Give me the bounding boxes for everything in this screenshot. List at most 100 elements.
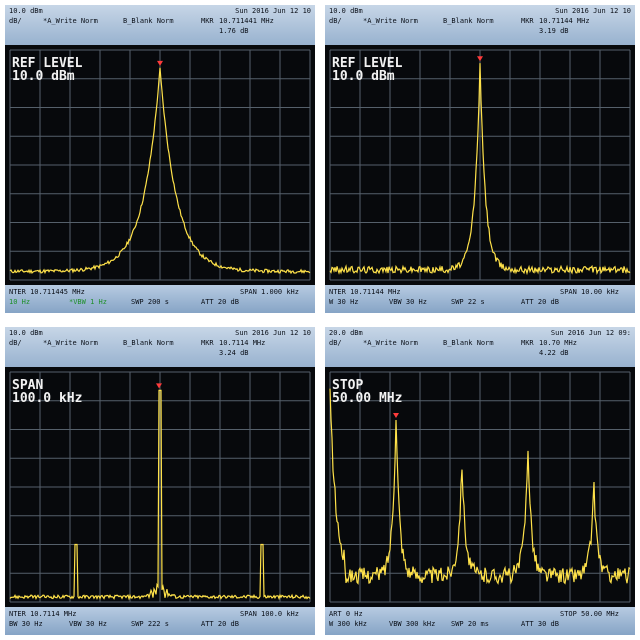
marker-label: MKR	[521, 17, 534, 25]
ref-level-readout: 10.0 dBm	[9, 7, 43, 15]
analyzer-screen-2: 10.0 dBm Sun 2016 Jun 12 10 dB/ *A_Write…	[325, 5, 635, 313]
attenuation-readout: ATT 20 dB	[201, 298, 239, 306]
spectrum-trace	[9, 389, 311, 601]
sweep-readout: SWP 222 s	[131, 620, 169, 628]
status-footer: NTER 10.71144 MHz SPAN 10.00 kHz W 30 Hz…	[325, 285, 635, 313]
marker-icon	[156, 383, 162, 389]
marker-amplitude: 4.22 dB	[539, 349, 569, 357]
active-function-name: REF LEVEL	[332, 56, 403, 71]
status-header: 10.0 dBm Sun 2016 Jun 12 10 dB/ *A_Write…	[5, 327, 315, 367]
marker-icon	[477, 56, 483, 62]
ref-level-readout: 10.0 dBm	[329, 7, 363, 15]
trace-b-mode: B_Blank Norm	[443, 339, 494, 347]
datetime-readout: Sun 2016 Jun 12 09:	[550, 329, 631, 337]
vbw-readout: VBW 300 kHz	[389, 620, 436, 628]
span-readout: SPAN 1.000 kHz	[239, 288, 299, 296]
spectrum-plot	[9, 49, 311, 281]
active-function-value: 10.0 dBm	[332, 69, 395, 84]
active-function-readout: STOP 50.00 MHz	[332, 379, 402, 405]
center-frequency: NTER 10.71144 MHz	[329, 288, 401, 296]
spectrum-plot	[329, 371, 631, 603]
trace-b-mode: B_Blank Norm	[123, 17, 174, 25]
rbw-readout: W 30 Hz	[329, 298, 359, 306]
spectrum-plot	[329, 49, 631, 281]
spectrum-display	[325, 367, 635, 607]
marker-icon	[157, 60, 163, 66]
status-header: 10.0 dBm Sun 2016 Jun 12 10 dB/ *A_Write…	[5, 5, 315, 45]
spectrum-display	[5, 45, 315, 285]
status-footer: NTER 10.711445 MHz SPAN 1.000 kHz 10 Hz …	[5, 285, 315, 313]
center-frequency: NTER 10.711445 MHz	[9, 288, 85, 296]
active-function-name: SPAN	[12, 378, 44, 393]
sweep-readout: SWP 22 s	[451, 298, 485, 306]
active-function-value: 100.0 kHz	[12, 391, 83, 406]
datetime-readout: Sun 2016 Jun 12 10	[235, 329, 311, 337]
marker-frequency: 10.71144 MHz	[539, 17, 590, 25]
spectrum-display	[5, 367, 315, 607]
analyzer-screen-3: 10.0 dBm Sun 2016 Jun 12 10 dB/ *A_Write…	[5, 327, 315, 635]
scale-unit: dB/	[329, 339, 342, 347]
scale-unit: dB/	[329, 17, 342, 25]
scale-unit: dB/	[9, 17, 22, 25]
status-footer: NTER 10.7114 MHz SPAN 100.0 kHz BW 30 Hz…	[5, 607, 315, 635]
marker-frequency: 10.70 MHz	[539, 339, 577, 347]
status-header: 20.0 dBm Sun 2016 Jun 12 09: dB/ *A_Writ…	[325, 327, 635, 367]
spectrum-trace	[329, 388, 631, 585]
stop-readout: STOP 50.00 MHz	[559, 610, 619, 618]
marker-label: MKR	[521, 339, 534, 347]
marker-amplitude: 1.76 dB	[219, 27, 249, 35]
status-header: 10.0 dBm Sun 2016 Jun 12 10 dB/ *A_Write…	[325, 5, 635, 45]
spectrum-trace	[9, 67, 311, 275]
marker-label: MKR	[201, 17, 214, 25]
active-function-value: 10.0 dBm	[12, 69, 75, 84]
spectrum-trace	[329, 63, 631, 276]
marker-frequency: 10.7114 MHz	[219, 339, 266, 347]
trace-a-mode: *A_Write Norm	[363, 339, 418, 347]
span-readout: SPAN 10.00 kHz	[559, 288, 619, 296]
analyzer-screen-1: 10.0 dBm Sun 2016 Jun 12 10 dB/ *A_Write…	[5, 5, 315, 313]
start-frequency: ART 0 Hz	[329, 610, 363, 618]
vbw-readout: VBW 30 Hz	[389, 298, 427, 306]
rbw-readout: 10 Hz	[9, 298, 31, 306]
datetime-readout: Sun 2016 Jun 12 10	[235, 7, 311, 15]
trace-a-mode: *A_Write Norm	[43, 339, 98, 347]
rbw-readout: BW 30 Hz	[9, 620, 43, 628]
trace-a-mode: *A_Write Norm	[363, 17, 418, 25]
ref-level-readout: 20.0 dBm	[329, 329, 363, 337]
ref-level-readout: 10.0 dBm	[9, 329, 43, 337]
marker-label: MKR	[201, 339, 214, 347]
marker-amplitude: 3.24 dB	[219, 349, 249, 357]
attenuation-readout: ATT 20 dB	[201, 620, 239, 628]
sweep-readout: SWP 200 s	[131, 298, 169, 306]
active-function-readout: SPAN 100.0 kHz	[12, 379, 82, 405]
status-footer: ART 0 Hz STOP 50.00 MHz W 300 kHz VBW 30…	[325, 607, 635, 635]
rbw-readout: W 300 kHz	[329, 620, 367, 628]
center-frequency: NTER 10.7114 MHz	[9, 610, 77, 618]
scale-unit: dB/	[9, 339, 22, 347]
active-function-readout: REF LEVEL 10.0 dBm	[332, 57, 402, 83]
trace-b-mode: B_Blank Norm	[123, 339, 174, 347]
active-function-name: REF LEVEL	[12, 56, 83, 71]
spectrum-display	[325, 45, 635, 285]
active-function-name: STOP	[332, 378, 364, 393]
marker-frequency: 10.711441 MHz	[219, 17, 274, 25]
sweep-readout: SWP 20 ms	[451, 620, 489, 628]
active-function-readout: REF LEVEL 10.0 dBm	[12, 57, 82, 83]
trace-a-mode: *A_Write Norm	[43, 17, 98, 25]
trace-b-mode: B_Blank Norm	[443, 17, 494, 25]
graticule	[329, 371, 631, 603]
active-function-value: 50.00 MHz	[332, 391, 403, 406]
graticule	[329, 49, 631, 281]
graticule	[9, 371, 311, 603]
analyzer-screen-4: 20.0 dBm Sun 2016 Jun 12 09: dB/ *A_Writ…	[325, 327, 635, 635]
vbw-readout: *VBW 1 Hz	[69, 298, 107, 306]
marker-amplitude: 3.19 dB	[539, 27, 569, 35]
vbw-readout: VBW 30 Hz	[69, 620, 107, 628]
attenuation-readout: ATT 20 dB	[521, 298, 559, 306]
datetime-readout: Sun 2016 Jun 12 10	[555, 7, 631, 15]
graticule	[9, 49, 311, 281]
attenuation-readout: ATT 30 dB	[521, 620, 559, 628]
marker-icon	[393, 412, 399, 418]
span-readout: SPAN 100.0 kHz	[239, 610, 299, 618]
spectrum-plot	[9, 371, 311, 603]
